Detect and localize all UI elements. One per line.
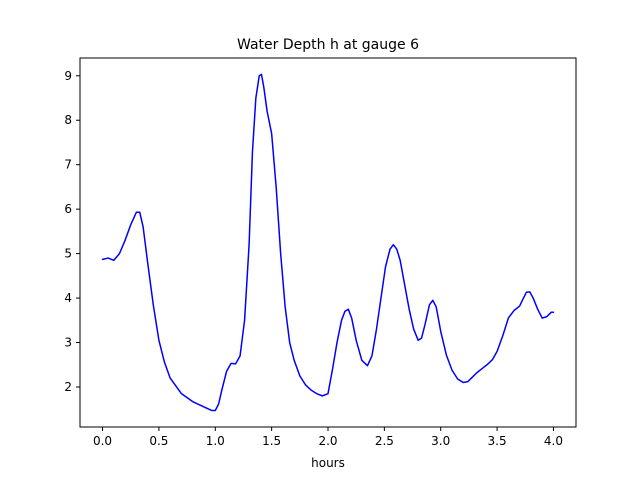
x-tick-label: 4.0 bbox=[544, 434, 563, 448]
y-tick-label: 7 bbox=[64, 158, 72, 172]
y-tick-label: 4 bbox=[64, 291, 72, 305]
x-tick-label: 1.5 bbox=[262, 434, 281, 448]
x-tick-label: 2.0 bbox=[318, 434, 337, 448]
x-tick-label: 0.5 bbox=[149, 434, 168, 448]
x-tick-label: 2.5 bbox=[375, 434, 394, 448]
y-tick-label: 8 bbox=[64, 113, 72, 127]
x-tick-label: 3.0 bbox=[431, 434, 450, 448]
y-tick-label: 2 bbox=[64, 380, 72, 394]
x-tick-label: 3.5 bbox=[488, 434, 507, 448]
y-tick-label: 3 bbox=[64, 336, 72, 350]
chart-title: Water Depth h at gauge 6 bbox=[237, 37, 419, 53]
plot-area: 0.0 0.5 1.0 1.5 2.0 2.5 3.0 3.5 4.0 2 3 4 5 6 7 8 9 bbox=[64, 57, 577, 448]
y-tick-label: 6 bbox=[64, 202, 72, 216]
series-line-0 bbox=[101, 73, 555, 412]
y-tick-label: 9 bbox=[64, 69, 72, 83]
y-tick-label: 5 bbox=[64, 247, 72, 261]
x-tick-label: 0.0 bbox=[93, 434, 112, 448]
x-tick-label: 1.0 bbox=[206, 434, 225, 448]
x-axis-label: hours bbox=[311, 456, 345, 470]
